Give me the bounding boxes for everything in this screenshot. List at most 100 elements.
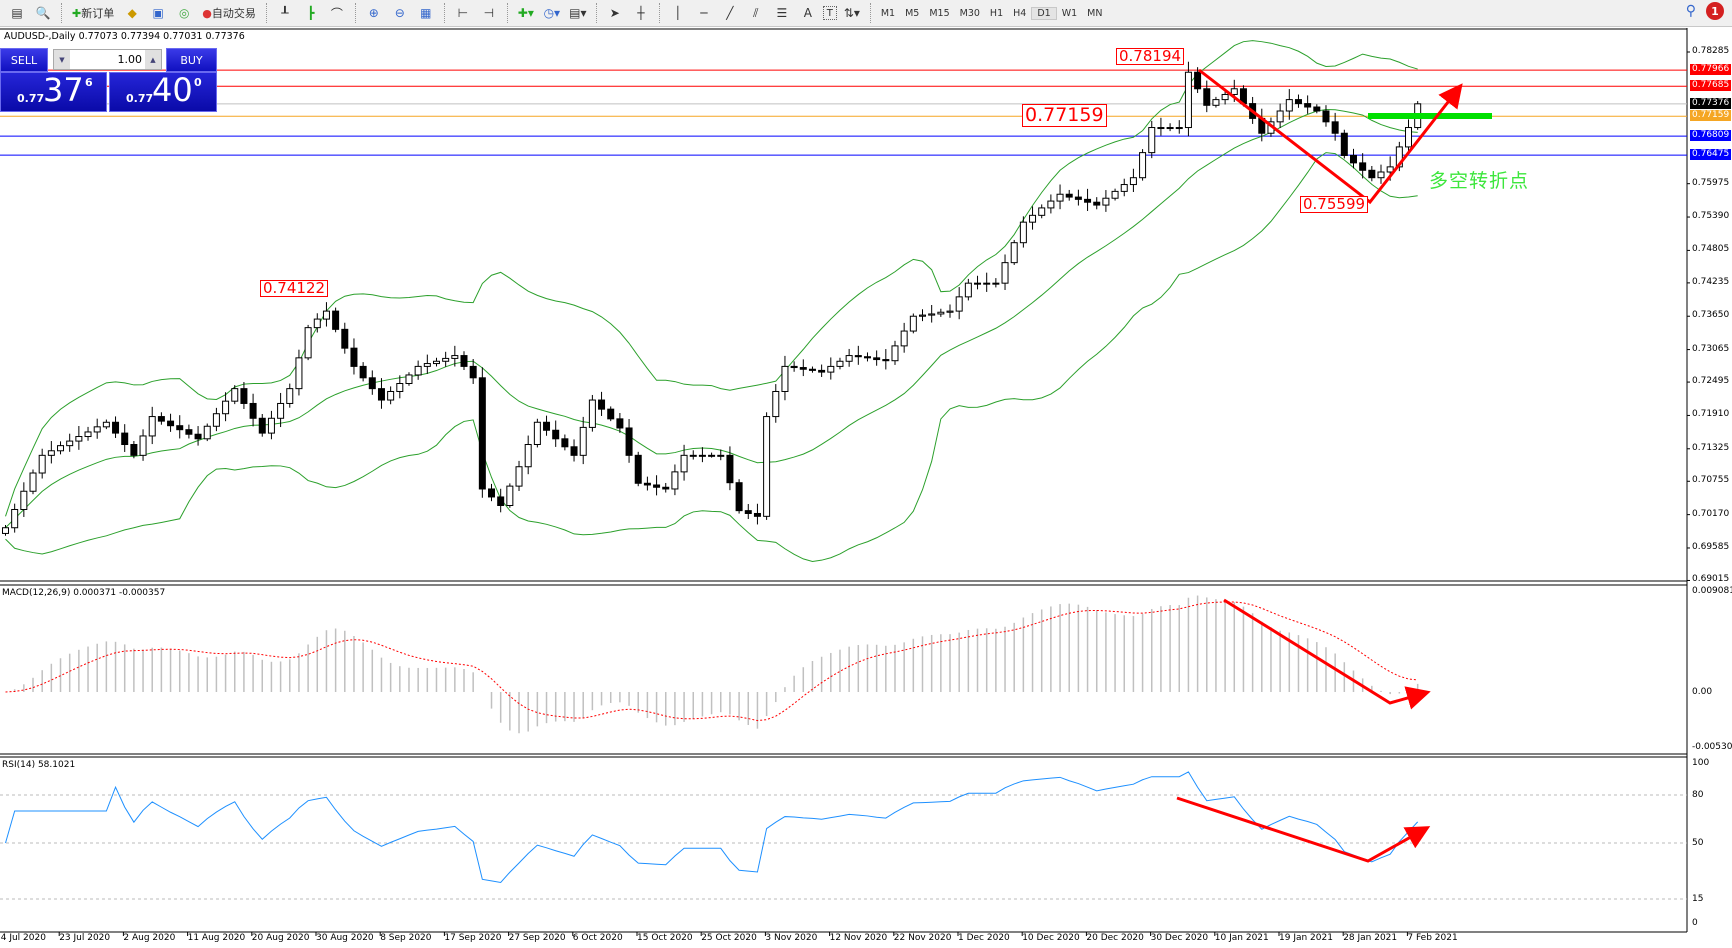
zoom-out-icon[interactable]: ⊖ <box>394 6 405 20</box>
candle <box>240 382 248 409</box>
date-label: 6 Oct 2020 <box>572 933 623 943</box>
timeframe-m1[interactable]: M1 <box>880 7 896 19</box>
rsi-title: RSI(14) 58.1021 <box>2 760 76 770</box>
indicators-icon[interactable]: ✚▾ <box>517 6 534 20</box>
candle <box>148 406 156 445</box>
lots-field: ▼ ▲ <box>53 49 162 70</box>
lots-decrease-icon[interactable]: ▼ <box>54 50 70 69</box>
market-watch-icon[interactable]: ◆ <box>127 6 137 20</box>
price-axis-label: 0.72495 <box>1692 376 1730 387</box>
candle <box>937 308 945 317</box>
lots-increase-icon[interactable]: ▲ <box>145 50 161 69</box>
level-price-label: 0.77966 <box>1690 64 1732 76</box>
notification-badge[interactable]: 1 <box>1706 2 1724 20</box>
auto-trading-button[interactable]: ● 自动交易 <box>199 2 259 24</box>
arrows-icon[interactable]: ⇅▾ <box>843 6 860 20</box>
navigator-icon[interactable]: ▣ <box>152 6 164 20</box>
sell-price-main: 37 <box>43 71 84 109</box>
timeframe-w1[interactable]: W1 <box>1061 7 1078 19</box>
periods-icon[interactable]: ◷▾ <box>543 6 561 20</box>
bull-candle-body <box>1019 221 1027 244</box>
candle <box>882 349 890 370</box>
buy-button[interactable]: BUY <box>166 48 217 72</box>
bear-candle-body <box>799 367 807 370</box>
timeframe-bar: M1 M5 M15 M30 H1 H4 D1 W1 MN <box>876 6 1108 20</box>
bear-candle-body <box>543 421 551 431</box>
candle <box>1139 149 1147 181</box>
candle <box>1038 204 1046 219</box>
candle <box>451 345 459 367</box>
bar-chart-icon[interactable]: ┸ <box>281 6 289 20</box>
timeframe-m30[interactable]: M30 <box>959 7 980 19</box>
fibonacci-icon[interactable]: ☰ <box>776 6 788 20</box>
bear-candle-body <box>735 482 743 512</box>
trendline-icon[interactable]: ╱ <box>726 6 734 20</box>
chart-canvas[interactable] <box>0 28 1732 948</box>
sell-price-pip: 6 <box>85 76 93 89</box>
timeframe-m15[interactable]: M15 <box>929 7 950 19</box>
new-chart-icon[interactable]: ▤ <box>11 6 23 20</box>
tile-windows-icon[interactable]: ▦ <box>420 6 432 20</box>
timeframe-h4[interactable]: H4 <box>1013 7 1027 19</box>
line-chart-icon[interactable]: ⌒ <box>330 6 343 21</box>
bear-candle-body <box>653 484 661 488</box>
zoom-in-icon[interactable]: ⊕ <box>368 6 379 20</box>
candle <box>891 340 899 365</box>
candle <box>909 313 917 334</box>
macd-signal-line <box>5 601 1418 722</box>
search-icon[interactable]: ⚲ <box>1685 3 1696 19</box>
price-axis-label: 0.73650 <box>1692 310 1730 321</box>
candle <box>341 322 349 354</box>
label-tool[interactable]: T <box>822 6 837 20</box>
chart-shift-icon[interactable]: ⊣ <box>483 6 495 20</box>
text-tool[interactable]: A <box>803 6 812 20</box>
candle <box>900 322 908 353</box>
vertical-line-icon[interactable]: │ <box>674 6 682 20</box>
timeframe-mn[interactable]: MN <box>1087 7 1103 19</box>
candle <box>653 475 661 496</box>
candle <box>763 412 771 520</box>
rsi-axis-label: 80 <box>1692 790 1704 800</box>
bull-candle-body <box>1129 177 1137 186</box>
horizontal-line-icon[interactable]: ─ <box>700 6 708 20</box>
bull-candle-body <box>295 357 303 390</box>
bull-candle-body <box>588 399 596 428</box>
buy-price[interactable]: 0.77 40 0 <box>109 71 217 112</box>
bull-candle-body <box>955 296 963 312</box>
equidistant-channel-icon[interactable]: ⫽ <box>753 5 759 20</box>
bull-candle-body <box>1111 190 1119 199</box>
candle <box>808 366 816 373</box>
bear-candle-body <box>882 359 890 362</box>
cursor-icon[interactable]: ➤ <box>609 6 620 20</box>
templates-icon[interactable]: ▤▾ <box>569 6 587 20</box>
auto-scroll-icon[interactable]: ⊢ <box>457 6 469 20</box>
lots-input[interactable] <box>70 53 145 66</box>
timeframe-h1[interactable]: H1 <box>989 7 1004 19</box>
candle <box>643 476 651 491</box>
bear-candle-body <box>350 347 358 367</box>
candle <box>387 386 395 405</box>
timeframe-d1[interactable]: D1 <box>1031 6 1057 20</box>
zoom-window-icon[interactable]: 🔍 <box>35 6 51 20</box>
candle <box>735 479 743 514</box>
sell-button[interactable]: SELL <box>0 48 48 72</box>
bull-candle-body <box>139 435 147 456</box>
sell-price[interactable]: 0.77 37 6 <box>0 71 107 112</box>
crosshair-icon[interactable]: ┼ <box>637 6 645 20</box>
bull-candle-body <box>396 383 404 392</box>
candlestick-icon[interactable]: ┣ <box>307 6 315 20</box>
timeframe-m5[interactable]: M5 <box>905 7 920 19</box>
bear-candle-body <box>863 356 871 359</box>
new-order-button[interactable]: ✚ 新订单 <box>69 2 117 24</box>
candle <box>1157 117 1165 136</box>
candle <box>863 352 871 362</box>
candle <box>698 447 706 463</box>
price-axis-label: 0.70755 <box>1692 475 1730 486</box>
macd-axis-label: 0.009081 <box>1692 586 1732 596</box>
price-axis-label: 0.71910 <box>1692 409 1730 420</box>
candle <box>1175 120 1183 134</box>
candle <box>1313 104 1321 114</box>
bull-candle-body <box>1395 146 1403 168</box>
signals-icon[interactable]: ◎ <box>178 6 190 20</box>
divider <box>265 3 267 23</box>
